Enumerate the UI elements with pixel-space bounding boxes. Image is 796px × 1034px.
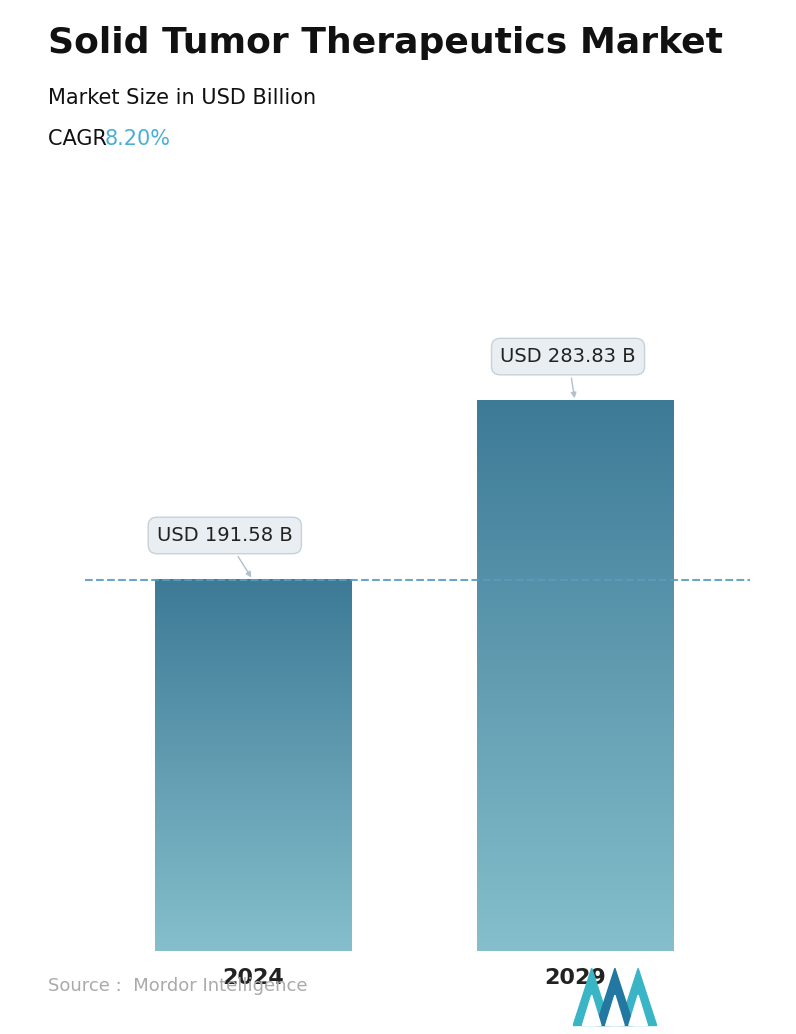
Polygon shape: [596, 968, 634, 1026]
Text: USD 283.83 B: USD 283.83 B: [500, 347, 636, 397]
Text: Source :  Mordor Intelligence: Source : Mordor Intelligence: [48, 977, 307, 995]
Text: CAGR: CAGR: [48, 129, 113, 149]
Polygon shape: [619, 968, 657, 1026]
Polygon shape: [583, 995, 601, 1026]
Text: Solid Tumor Therapeutics Market: Solid Tumor Therapeutics Market: [48, 26, 723, 60]
Text: USD 191.58 B: USD 191.58 B: [157, 526, 293, 576]
Polygon shape: [606, 995, 624, 1026]
Polygon shape: [573, 968, 611, 1026]
Text: 8.20%: 8.20%: [105, 129, 171, 149]
Polygon shape: [629, 995, 647, 1026]
Text: Market Size in USD Billion: Market Size in USD Billion: [48, 88, 316, 108]
